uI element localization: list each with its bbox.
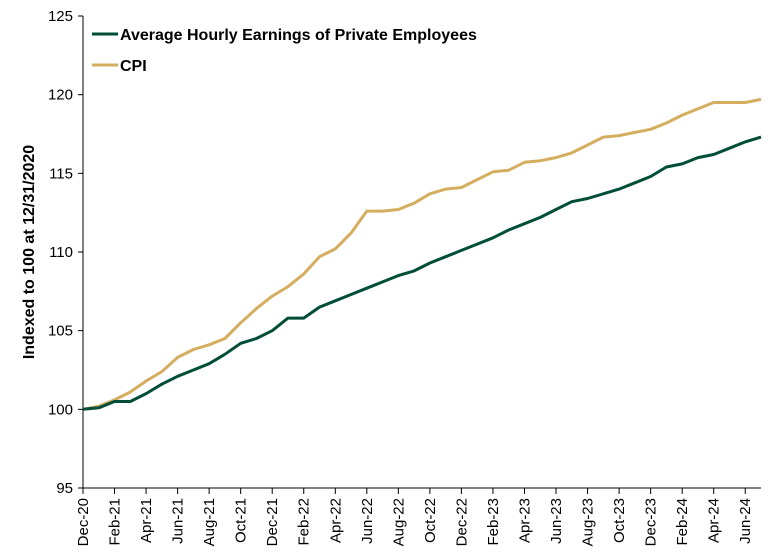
x-tick-label: Aug-23: [580, 498, 597, 546]
x-tick-label: Dec-22: [453, 498, 470, 546]
y-tick-label: 115: [49, 165, 73, 182]
x-tick-label: Aug-22: [390, 498, 407, 546]
x-tick-label: Feb-24: [674, 498, 691, 546]
y-tick-label: 105: [48, 323, 73, 340]
legend: Average Hourly Earnings of Private Emplo…: [92, 27, 477, 75]
x-tick-label: Apr-22: [327, 498, 344, 543]
y-tick-label: 120: [48, 87, 73, 104]
x-tick-label: Feb-21: [107, 498, 124, 546]
legend-label: CPI: [120, 58, 147, 75]
x-tick-label: Feb-23: [485, 498, 502, 546]
y-tick-label: 100: [48, 401, 73, 418]
x-tick-label: Oct-22: [422, 498, 439, 543]
y-tick-label: 125: [48, 8, 73, 25]
series-line: [82, 97, 762, 411]
y-axis: 95 100 105 110 115 120 125: [48, 8, 84, 497]
x-tick-label: Feb-22: [296, 498, 313, 546]
x-tick-label: Apr-21: [138, 498, 155, 543]
x-tick-label: Dec-23: [643, 498, 660, 546]
series-layer: [82, 97, 762, 411]
x-tick-label: Jun-21: [170, 498, 187, 544]
x-tick-label: Oct-23: [611, 498, 628, 543]
y-tick-label: 95: [56, 480, 73, 497]
x-axis: Dec-20 Feb-21 Apr-21 Jun-21 Aug-21 Oct-21 Dec-…: [75, 487, 761, 546]
x-tick-label: Oct-21: [233, 498, 250, 543]
x-tick-label: Jun-24: [737, 498, 754, 544]
x-tick-label: Jun-22: [359, 498, 376, 544]
x-tick-label: Dec-20: [75, 498, 92, 546]
x-tick-label: Jun-23: [548, 498, 565, 544]
y-axis-title: Indexed to 100 at 12/31/2020: [21, 145, 38, 359]
y-tick-label: 110: [49, 244, 73, 261]
x-tick-label: Apr-24: [706, 498, 723, 543]
series-line: [82, 135, 762, 411]
x-tick-label: Dec-21: [264, 498, 281, 546]
x-tick-label: Aug-21: [201, 498, 218, 546]
x-tick-label: Apr-23: [516, 498, 533, 543]
legend-label: Average Hourly Earnings of Private Emplo…: [120, 27, 477, 44]
